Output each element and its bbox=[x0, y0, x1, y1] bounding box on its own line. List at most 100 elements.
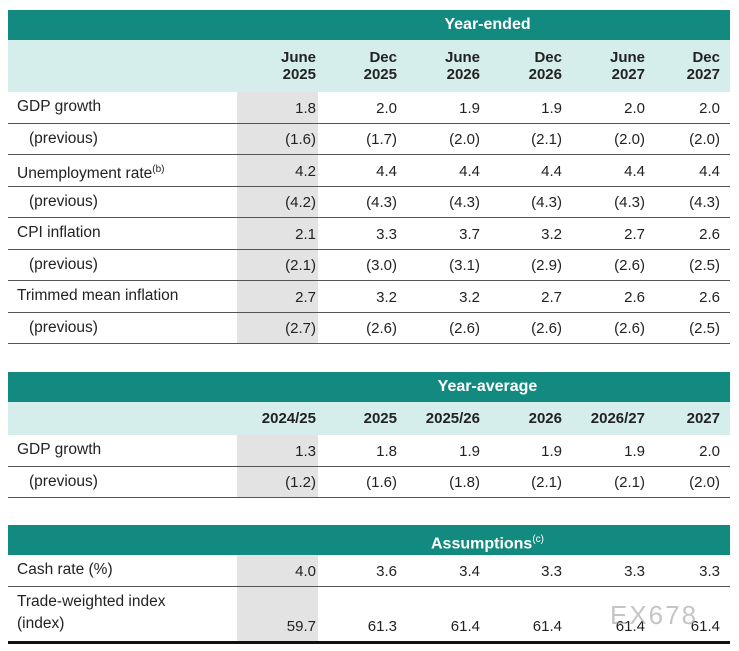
column-header-text: 2027 bbox=[686, 410, 720, 427]
row-label-text: CPI inflation bbox=[17, 224, 101, 241]
cell-value: 2.0 bbox=[699, 443, 720, 460]
row-label-text: Trade-weighted index bbox=[17, 593, 166, 610]
cell-value: 2.7 bbox=[541, 289, 562, 306]
cell-value: 3.2 bbox=[459, 289, 480, 306]
row-label-text: (previous) bbox=[29, 192, 98, 210]
row-label: Unemployment rate(b) bbox=[17, 159, 165, 185]
cell-value: 61.4 bbox=[615, 618, 645, 635]
cell-value: 3.3 bbox=[541, 563, 562, 580]
row-rule bbox=[8, 280, 730, 281]
column-header: June 2026 bbox=[400, 49, 480, 83]
column-header-band bbox=[8, 402, 730, 435]
cell-value: 1.9 bbox=[624, 443, 645, 460]
row-label: CPI inflation bbox=[17, 222, 101, 244]
column-header: 2026/27 bbox=[565, 410, 645, 427]
cell-value: 3.2 bbox=[376, 289, 397, 306]
row-rule bbox=[8, 249, 730, 250]
cell-value: (4.3) bbox=[366, 194, 397, 211]
column-header-text: June bbox=[444, 49, 480, 66]
cell-value: (2.5) bbox=[689, 320, 720, 337]
row-label: (previous) bbox=[29, 254, 98, 276]
cell-value: (2.7) bbox=[285, 320, 316, 337]
cell-value: 4.4 bbox=[699, 163, 720, 180]
cell-value: (2.6) bbox=[366, 320, 397, 337]
cell-value: (2.9) bbox=[531, 257, 562, 274]
cell-value: (2.0) bbox=[614, 131, 645, 148]
cell-value: 3.3 bbox=[376, 226, 397, 243]
row-label-text: (previous) bbox=[29, 472, 98, 490]
section-title-bar: Year-average bbox=[8, 372, 730, 402]
column-header: 2025/26 bbox=[400, 410, 480, 427]
section-title: Assumptions bbox=[430, 535, 533, 553]
cell-value: (4.3) bbox=[614, 194, 645, 211]
cell-value: (2.5) bbox=[689, 257, 720, 274]
cell-value: 61.3 bbox=[367, 618, 397, 635]
cell-value: 1.9 bbox=[541, 443, 562, 460]
column-header: June 2027 bbox=[565, 49, 645, 83]
cell-value: (2.6) bbox=[531, 320, 562, 337]
cell-value: 2.7 bbox=[295, 289, 316, 306]
column-header: 2027 bbox=[640, 410, 720, 427]
shaded-column bbox=[237, 555, 318, 642]
column-header-text: June bbox=[280, 49, 316, 66]
cell-value: 2.7 bbox=[624, 226, 645, 243]
row-label: Trimmed mean inflation bbox=[17, 285, 178, 307]
column-header: Dec 2026 bbox=[482, 49, 562, 83]
cell-value: (1.6) bbox=[285, 131, 316, 148]
row-label-text: Cash rate (%) bbox=[17, 561, 113, 578]
cell-value: (1.6) bbox=[366, 474, 397, 491]
cell-value: 4.0 bbox=[295, 563, 316, 580]
section-title-bar: Assumptions(c) bbox=[8, 525, 730, 555]
row-label-text: GDP growth bbox=[17, 441, 102, 458]
cell-value: 1.8 bbox=[376, 443, 397, 460]
cell-value: (3.1) bbox=[449, 257, 480, 274]
column-header-text: 2025 bbox=[363, 66, 397, 83]
row-rule bbox=[8, 466, 730, 467]
cell-value: 4.2 bbox=[295, 163, 316, 180]
cell-value: 1.9 bbox=[459, 443, 480, 460]
row-label-text: Trimmed mean inflation bbox=[17, 287, 179, 304]
cell-value: 3.3 bbox=[624, 563, 645, 580]
row-rule bbox=[8, 123, 730, 124]
section-title: Year-average bbox=[437, 378, 538, 395]
section-title-bar: Year-ended bbox=[8, 10, 730, 40]
column-header: 2026 bbox=[482, 410, 562, 427]
cell-value: 4.4 bbox=[624, 163, 645, 180]
row-label: (previous) bbox=[29, 128, 98, 150]
row-label-text: (previous) bbox=[29, 318, 98, 336]
cell-value: 2.1 bbox=[295, 226, 316, 243]
row-rule bbox=[8, 497, 730, 498]
row-rule bbox=[8, 641, 730, 644]
watermark: EX678 bbox=[610, 600, 699, 630]
cell-value: (1.8) bbox=[449, 474, 480, 491]
cell-value: (4.3) bbox=[689, 194, 720, 211]
row-label-text: GDP growth bbox=[17, 98, 102, 115]
column-header-text: 2026 bbox=[528, 66, 562, 83]
row-label: GDP growth bbox=[17, 439, 101, 461]
cell-value: (4.3) bbox=[449, 194, 480, 211]
cell-value: (2.1) bbox=[531, 474, 562, 491]
row-label-text: (previous) bbox=[29, 129, 98, 147]
column-header-text: Dec bbox=[534, 49, 562, 66]
column-header-text: 2027 bbox=[686, 66, 720, 83]
cell-value: 1.3 bbox=[295, 443, 316, 460]
row-rule bbox=[8, 312, 730, 313]
cell-value: 3.6 bbox=[376, 563, 397, 580]
cell-value: 3.3 bbox=[699, 563, 720, 580]
row-label-text: Unemployment rate bbox=[17, 165, 153, 183]
cell-value: 59.7 bbox=[286, 618, 316, 635]
cell-value: (2.0) bbox=[689, 474, 720, 491]
row-label: (previous) bbox=[29, 471, 98, 493]
cell-value: 61.4 bbox=[450, 618, 480, 635]
cell-value: 2.6 bbox=[624, 289, 645, 306]
column-header-text: 2026 bbox=[528, 410, 562, 427]
cell-value: (2.6) bbox=[614, 320, 645, 337]
column-header-text: 2026/27 bbox=[590, 410, 645, 427]
row-label-text: (index) bbox=[17, 615, 65, 632]
cell-value: 1.9 bbox=[459, 100, 480, 117]
cell-value: (3.0) bbox=[366, 257, 397, 274]
column-header-text: June bbox=[609, 49, 645, 66]
cell-value: 1.9 bbox=[541, 100, 562, 117]
cell-value: 4.4 bbox=[459, 163, 480, 180]
